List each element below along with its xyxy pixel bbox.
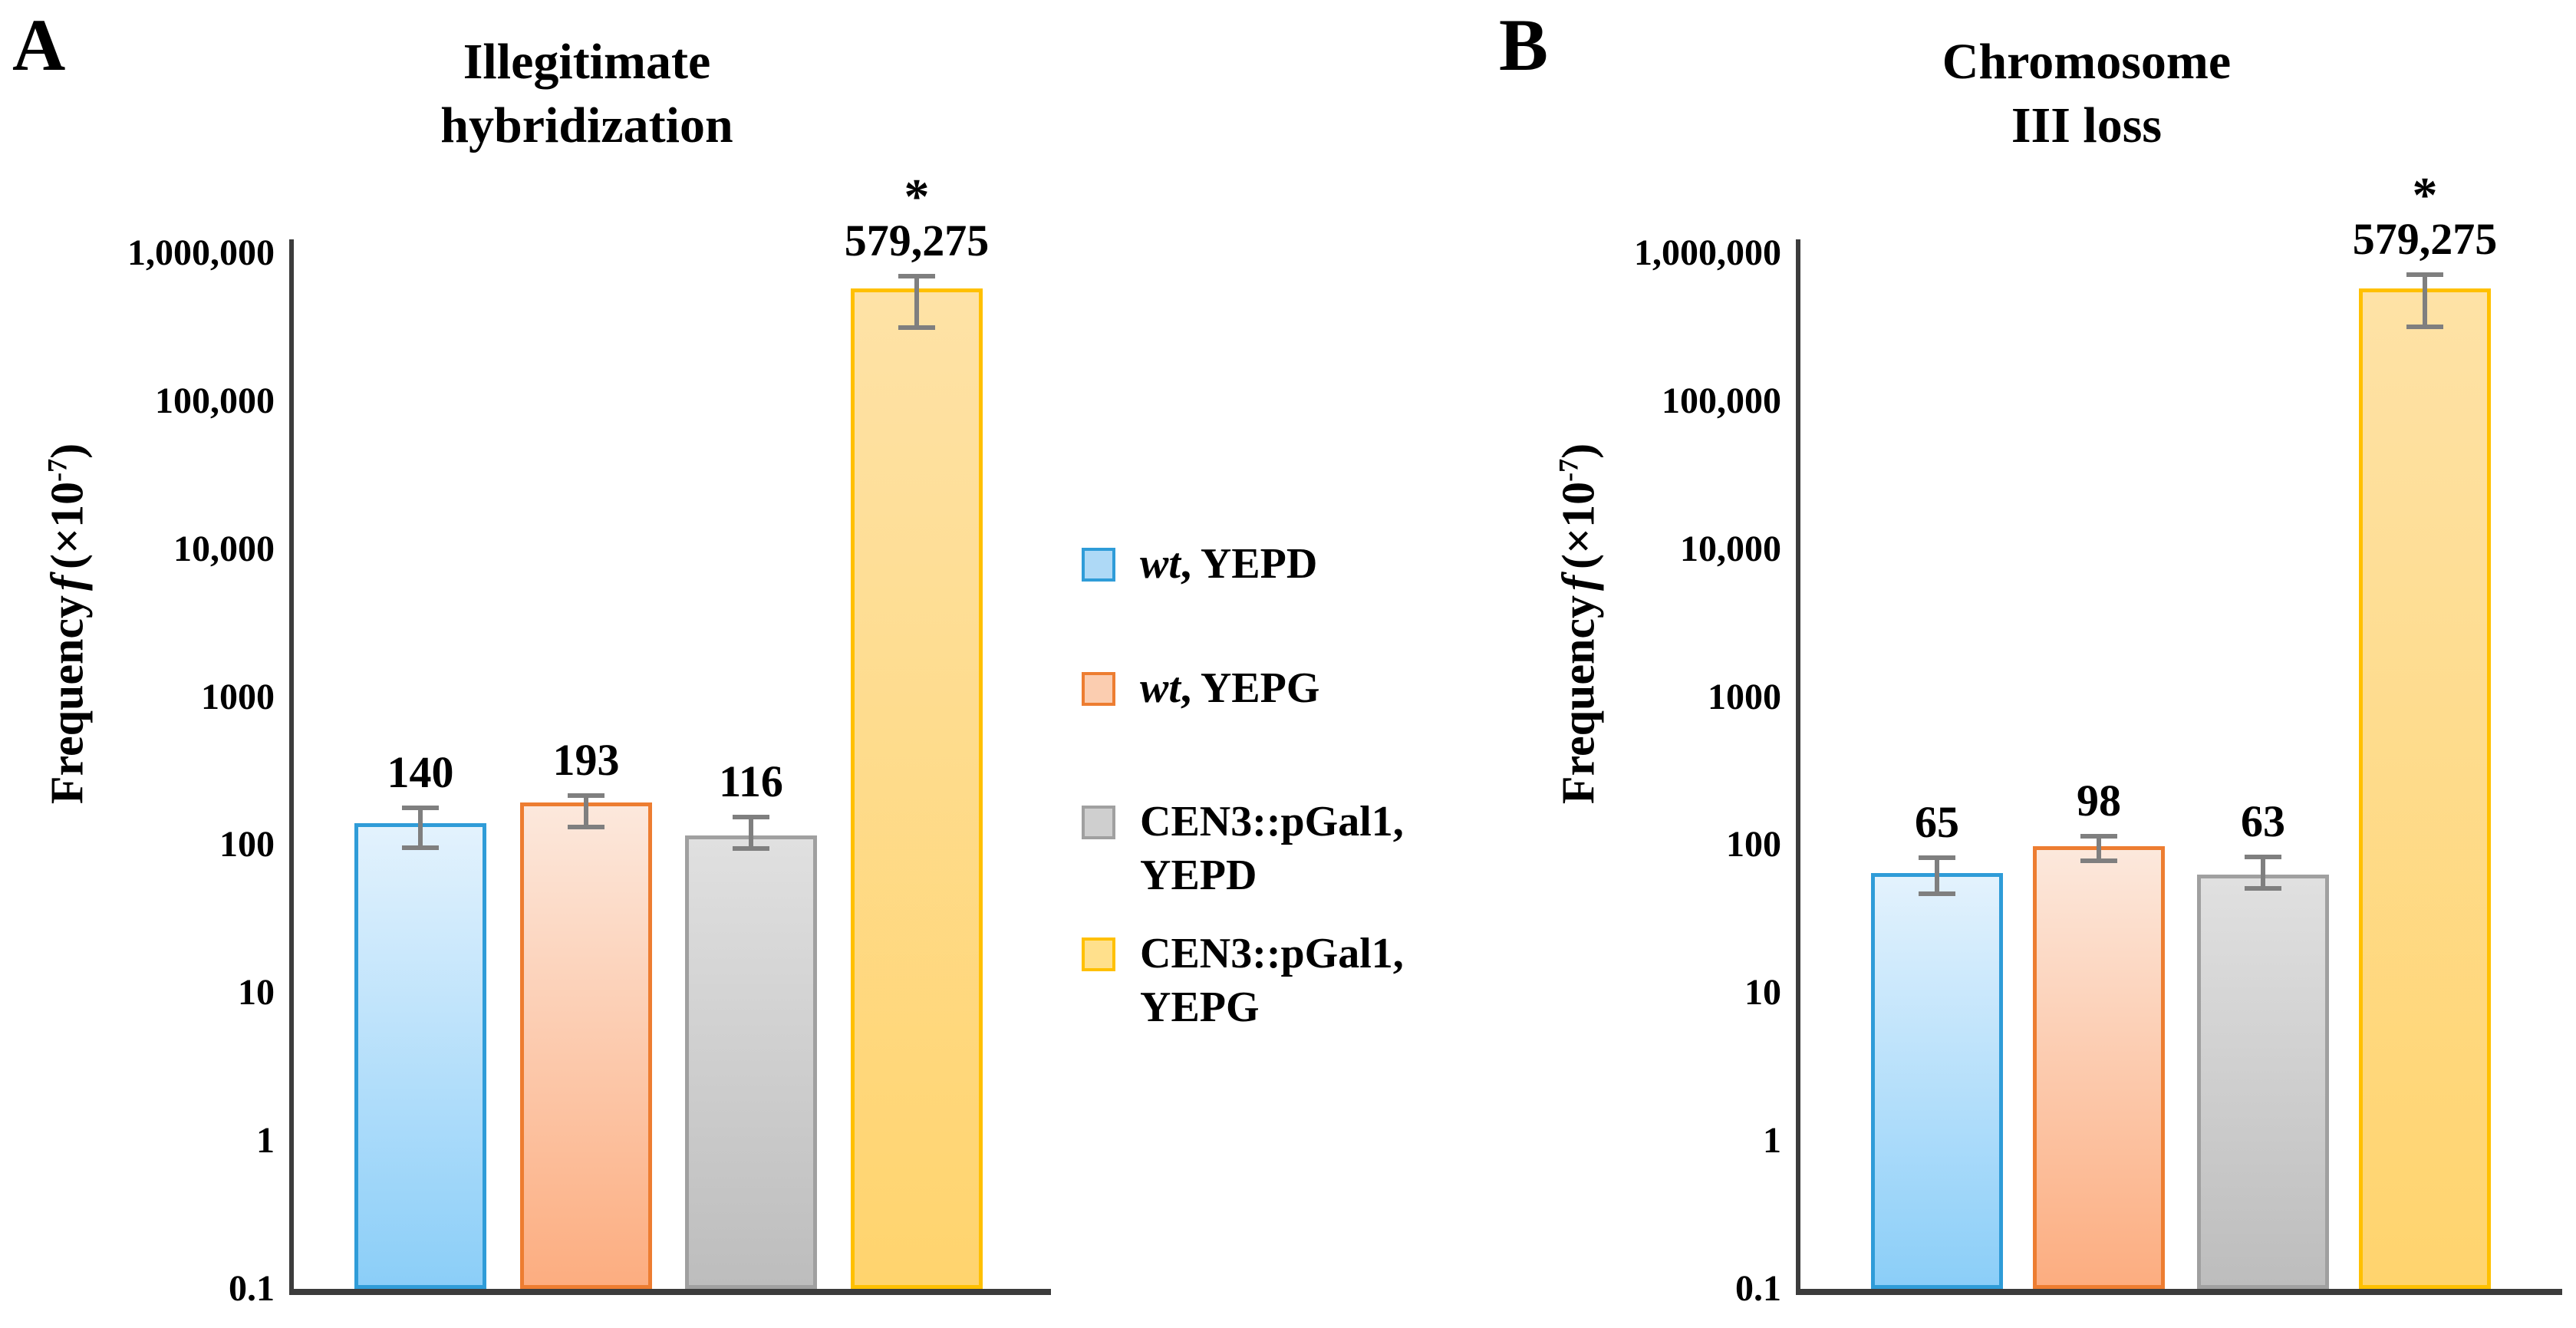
error-bar-line <box>2261 857 2265 888</box>
legend-swatch-wt-yepd <box>1082 548 1115 582</box>
legend-item-cen3-yepg: CEN3::pGal1, YEPG <box>1082 927 1404 1034</box>
bar-wt-yepd <box>1871 872 2003 1289</box>
error-bar-line <box>2423 274 2427 327</box>
legend-swatch-cen3-yepg <box>1082 938 1115 971</box>
y-tick-label: 1000 <box>201 676 275 717</box>
bar-cen3-yepg <box>2359 288 2491 1289</box>
error-bar-cap-top <box>568 793 604 798</box>
y-tick-label: 10,000 <box>173 528 275 569</box>
error-bar-cap-bottom <box>568 825 604 830</box>
bar-cen3-yepd <box>685 835 817 1289</box>
y-tick-label: 1,000,000 <box>127 232 275 273</box>
legend-label-italic-genotype: wt <box>1140 664 1181 712</box>
bar-value-label: 98 <box>2077 775 2121 825</box>
y-tick-label: 10 <box>238 972 275 1013</box>
error-bar-cap-bottom <box>1919 891 1955 896</box>
y-tick-label: 100,000 <box>155 380 275 421</box>
y-tick-label: 1 <box>1763 1120 1781 1162</box>
y-tick-label: 10,000 <box>1680 528 1781 569</box>
error-bar-line <box>914 275 919 328</box>
x-axis-line <box>289 1289 1051 1295</box>
error-bar-cap-top <box>2245 855 2281 860</box>
bar-wt-yepd <box>354 823 486 1289</box>
bar-value-label: 579,275 <box>2352 213 2498 264</box>
error-bar-line <box>1935 858 1939 894</box>
y-axis-line <box>289 239 294 1295</box>
y-axis-line <box>1796 239 1800 1295</box>
bar-value-label: 65 <box>1915 797 1959 848</box>
y-tick-label: 1 <box>256 1120 275 1162</box>
x-axis-line <box>1796 1289 2562 1295</box>
legend-label-cen3-yepd: CEN3::pGal1, YEPD <box>1140 798 1404 899</box>
panel-b-title: Chromosome III loss <box>1942 34 2232 153</box>
panel-b-letter: B <box>1499 4 1549 86</box>
y-tick-label: 1,000,000 <box>1634 232 1781 273</box>
error-bar-line <box>418 808 423 848</box>
bar-value-label: 63 <box>2241 796 2285 847</box>
legend-label-wt-yepg: wt, YEPG <box>1140 664 1320 712</box>
y-tick-label: 100 <box>219 824 275 865</box>
legend-label-italic-genotype: wt <box>1140 540 1181 588</box>
error-bar-line <box>2097 835 2101 862</box>
error-bar-cap-top <box>402 806 439 811</box>
error-bar-cap-bottom <box>402 845 439 850</box>
panel-a-title: Illegitimate hybridization <box>440 34 733 153</box>
significance-asterisk: * <box>904 168 930 225</box>
y-tick-label: 0.1 <box>1735 1268 1781 1309</box>
error-bar-cap-top <box>898 273 935 278</box>
error-bar-cap-bottom <box>733 845 769 851</box>
legend-swatch-cen3-yepd <box>1082 806 1115 839</box>
legend-swatch-wt-yepg <box>1082 672 1115 706</box>
y-tick-label: 1000 <box>1708 676 1781 717</box>
legend-label-cen3-yepg: CEN3::pGal1, YEPG <box>1140 930 1404 1031</box>
legend-item-wt-yepd: wt, YEPD <box>1082 537 1317 591</box>
y-tick-label: 100 <box>1726 824 1781 865</box>
error-bar-cap-bottom <box>2406 324 2443 329</box>
y-tick-label: 0.1 <box>229 1268 275 1309</box>
error-bar-cap-bottom <box>2245 885 2281 891</box>
legend-label-wt-yepd: wt, YEPD <box>1140 540 1318 588</box>
bar-cen3-yepd <box>2197 875 2329 1289</box>
error-bar-cap-top <box>2406 272 2443 277</box>
bar-value-label: 193 <box>552 734 620 785</box>
legend-item-cen3-yepd: CEN3::pGal1, YEPD <box>1082 795 1404 902</box>
error-bar-cap-top <box>1919 855 1955 861</box>
bar-value-label: 116 <box>719 756 783 806</box>
error-bar-cap-top <box>2080 833 2117 839</box>
panel-a-letter: A <box>12 4 66 86</box>
bar-value-label: 140 <box>387 747 454 798</box>
bar-wt-yepg <box>520 802 652 1289</box>
significance-asterisk: * <box>2412 166 2438 223</box>
error-bar-line <box>749 816 753 849</box>
bar-cen3-yepg <box>851 288 983 1289</box>
error-bar-cap-bottom <box>898 325 935 331</box>
bar-wt-yepg <box>2033 846 2165 1289</box>
error-bar-cap-bottom <box>2080 858 2117 864</box>
y-tick-label: 10 <box>1744 972 1781 1013</box>
error-bar-line <box>584 795 588 828</box>
legend-item-wt-yepg: wt, YEPG <box>1082 661 1319 715</box>
error-bar-cap-top <box>733 814 769 819</box>
bar-value-label: 579,275 <box>844 215 990 265</box>
y-tick-label: 100,000 <box>1662 380 1781 421</box>
